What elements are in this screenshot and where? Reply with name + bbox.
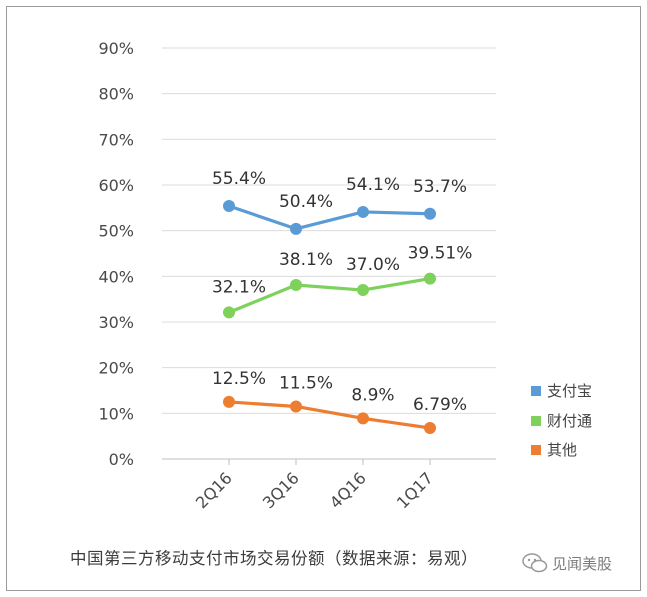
data-point bbox=[290, 279, 302, 292]
data-label: 32.1% bbox=[212, 277, 266, 297]
data-point bbox=[424, 207, 436, 220]
data-label: 11.5% bbox=[279, 373, 333, 393]
chart-frame bbox=[6, 6, 641, 591]
y-tick-label: 60% bbox=[98, 176, 134, 195]
data-label: 6.79% bbox=[413, 395, 467, 415]
y-tick-label: 0% bbox=[109, 450, 134, 469]
legend-label: 财付通 bbox=[547, 412, 592, 430]
data-label: 54.1% bbox=[346, 175, 400, 195]
data-label: 37.0% bbox=[346, 255, 400, 275]
data-label: 8.9% bbox=[351, 385, 394, 405]
series-2: 32.1% 38.1% 37.0% 39.51% bbox=[212, 244, 472, 319]
series-group: 55.4% 50.4% 54.1% 53.7% 32.1% 38.1% 37.0% 39.51… bbox=[212, 169, 472, 434]
data-label: 50.4% bbox=[279, 192, 333, 212]
data-point bbox=[357, 412, 369, 425]
x-tick-label: 1Q17 bbox=[393, 468, 437, 512]
y-tick-label: 50% bbox=[98, 222, 134, 241]
legend-label: 支付宝 bbox=[547, 382, 592, 400]
series-3: 12.5% 11.5% 8.9% 6.79% bbox=[212, 369, 467, 434]
legend-label: 其他 bbox=[547, 441, 577, 459]
y-tick-label: 20% bbox=[98, 359, 134, 378]
gridlines bbox=[162, 47, 496, 460]
y-tick-label: 10% bbox=[98, 404, 134, 423]
series-line bbox=[228, 204, 431, 231]
watermark: 见闻美股 bbox=[522, 552, 612, 574]
data-point bbox=[357, 205, 369, 218]
data-label: 12.5% bbox=[212, 369, 266, 389]
y-tick-label: 90% bbox=[98, 39, 134, 58]
data-label: 39.51% bbox=[408, 244, 473, 264]
y-axis: 0% 10% 20% 30% 40% 50% 60% 70% 80% 90% bbox=[98, 39, 134, 469]
legend-swatch bbox=[531, 445, 541, 455]
data-point bbox=[357, 284, 369, 297]
data-point bbox=[223, 395, 235, 408]
chart-title: 中国第三方移动支付市场交易份额（数据来源：易观） bbox=[70, 549, 478, 568]
series-line bbox=[228, 276, 431, 314]
x-axis: 2Q16 3Q16 4Q16 1Q17 bbox=[192, 459, 437, 512]
data-point bbox=[424, 421, 436, 434]
x-tick-label: 4Q16 bbox=[326, 468, 370, 512]
series-1: 55.4% 50.4% 54.1% 53.7% bbox=[212, 169, 467, 235]
y-tick-label: 70% bbox=[98, 130, 134, 149]
y-tick-label: 30% bbox=[98, 313, 134, 332]
data-point bbox=[424, 272, 436, 285]
data-label: 38.1% bbox=[279, 250, 333, 270]
data-point bbox=[290, 222, 302, 235]
data-point bbox=[223, 200, 235, 213]
watermark-text: 见闻美股 bbox=[552, 554, 613, 573]
data-label: 55.4% bbox=[212, 169, 266, 189]
x-tick-label: 2Q16 bbox=[192, 468, 236, 512]
data-point bbox=[223, 306, 235, 319]
x-tick-label: 3Q16 bbox=[259, 468, 303, 512]
legend-swatch bbox=[531, 416, 541, 426]
data-label: 53.7% bbox=[413, 177, 467, 197]
y-tick-label: 80% bbox=[98, 85, 134, 104]
series-line bbox=[228, 400, 431, 430]
legend-swatch bbox=[531, 386, 541, 396]
wechat-icon bbox=[522, 553, 548, 573]
y-tick-label: 40% bbox=[98, 267, 134, 286]
data-point bbox=[290, 400, 302, 413]
